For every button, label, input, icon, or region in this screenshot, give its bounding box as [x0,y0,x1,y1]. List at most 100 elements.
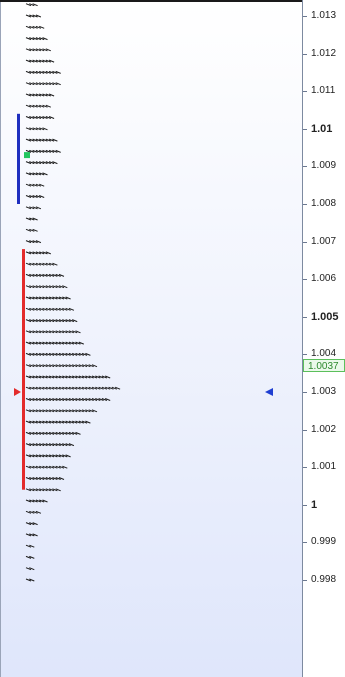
profile-dash [42,488,48,492]
axis-tick-mark [303,580,307,581]
profile-dash [39,296,45,300]
profile-level [25,273,65,277]
axis-tick-label: 1.008 [311,198,337,209]
profile-level [25,70,61,74]
profile-dash [55,375,61,379]
axis-tick-label: 1.005 [311,311,339,323]
profile-dash [45,82,51,86]
profile-dash [52,161,58,165]
profile-dash [32,398,38,401]
profile-dash [65,431,71,435]
profile-dash [68,375,75,379]
profile-dash [35,240,42,244]
profile-dash [81,409,88,413]
profile-dash [35,161,42,165]
profile-dash [52,319,58,323]
profile-dash [39,161,45,165]
profile-dash [42,93,48,97]
profile-dash [29,228,35,232]
profile-dash [25,195,32,198]
axis-tick-mark [303,430,307,431]
profile-dash [58,443,65,447]
profile-dash [39,499,45,503]
profile-dash [42,172,48,176]
profile-dash [58,330,65,334]
profile-dash [32,138,38,142]
profile-dash [55,319,61,323]
axis-tick-mark [303,354,307,355]
profile-dash [29,454,35,458]
profile-level [25,398,111,401]
profile-dash [65,307,71,311]
axis-tick-label: 1.004 [311,348,337,359]
profile-dash [39,70,45,74]
profile-dash [29,544,35,548]
profile-dash [29,273,35,277]
profile-dash [91,386,98,390]
profile-dash [29,443,35,447]
profile-dash [39,420,45,424]
profile-dash [32,14,38,18]
profile-dash [25,443,32,447]
profile-dash [48,443,55,447]
profile-dash [85,364,91,368]
profile-dash [32,533,38,537]
profile-dash [32,48,38,52]
profile-level [25,59,55,63]
profile-dash [81,375,88,379]
profile-dash [45,398,51,401]
profile-dash [48,262,55,266]
profile-level [25,240,42,244]
axis-tick-mark [303,279,307,280]
profile-dash [75,330,81,334]
profile-level [25,296,71,300]
profile-dash [35,296,42,300]
profile-dash [25,341,32,345]
profile-dash [55,443,61,447]
profile-dash [55,364,61,368]
profile-dash [25,116,32,119]
profile-dash [72,352,78,356]
axis-tick-label: 1.006 [311,273,337,284]
price-axis[interactable]: 1.013 1.012 1.011 1.01 1.009 1.008 1.007 1.006 1… [302,0,345,677]
profile-dash [48,341,55,345]
profile-dash [25,319,32,323]
profile-dash [52,443,58,447]
profile-level [25,352,91,356]
profile-dash [29,217,35,221]
profile-dash [42,307,48,311]
profile-dash [98,398,104,401]
profile-dash [105,375,111,379]
profile-dash [75,364,81,368]
profile-dash [35,319,42,323]
profile-level [25,14,42,18]
profile-dash [35,431,42,435]
profile-dash [68,307,75,311]
profile-dash [68,330,75,334]
profile-dash [32,364,38,368]
profile-dash [29,567,35,571]
profile-level [25,172,48,176]
profile-dash [35,172,42,176]
profile-dash [114,386,121,390]
profile-dash [48,409,55,413]
profile-dash [85,386,91,390]
profile-dash [32,127,38,131]
profile-dash [78,398,84,401]
axis-tick-mark [303,54,307,55]
profile-dash [29,149,35,153]
profile-dash [55,420,61,424]
profile-dash [32,3,38,7]
profile-dash [101,375,108,379]
profile-plot-area[interactable] [0,0,302,677]
profile-dash [52,273,58,277]
profile-dash [29,499,35,503]
profile-dash [32,70,38,74]
profile-dash [81,364,88,368]
profile-dash [29,206,35,210]
profile-dash [29,138,35,142]
profile-dash [29,488,35,492]
profile-dash [52,307,58,311]
profile-dash [55,454,61,458]
profile-dash [91,375,98,379]
